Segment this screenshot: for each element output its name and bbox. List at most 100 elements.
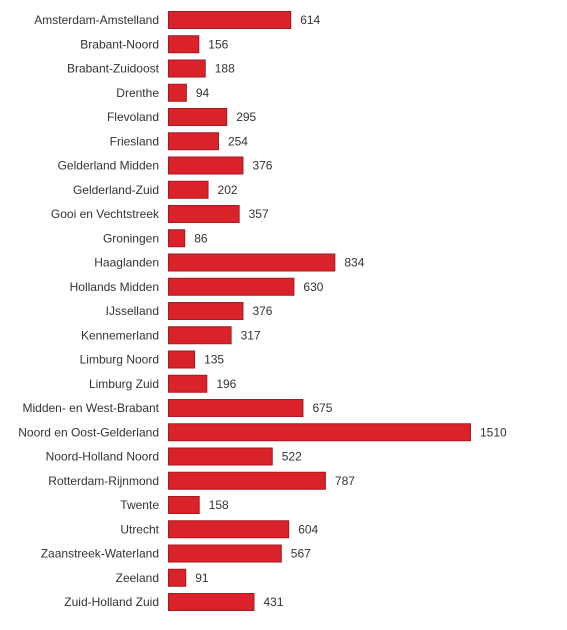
bar <box>168 520 290 539</box>
value-label: 196 <box>216 377 236 391</box>
bar <box>168 496 200 514</box>
value-label: 86 <box>194 231 208 245</box>
bar <box>168 180 209 199</box>
value-label: 156 <box>208 37 228 51</box>
value-label: 188 <box>215 62 235 76</box>
value-label: 376 <box>252 304 272 318</box>
bar <box>168 59 206 78</box>
value-label: 431 <box>263 595 283 609</box>
value-label: 295 <box>236 110 256 124</box>
category-label: Limburg Noord <box>80 353 159 367</box>
value-label: 135 <box>204 353 224 367</box>
bar <box>168 447 273 466</box>
bar <box>168 132 219 151</box>
value-label: 567 <box>291 547 311 561</box>
bar-row: Brabant-Zuidoost 188 <box>67 59 235 78</box>
category-label: Twente <box>120 498 159 512</box>
category-label: Friesland <box>110 134 159 148</box>
bar-row: Kennemerland 317 <box>81 326 261 345</box>
bar <box>168 11 292 29</box>
category-label: IJsselland <box>106 304 159 318</box>
bar-row: Groningen 86 <box>103 229 208 248</box>
bar <box>168 108 228 126</box>
category-label: Midden- en West-Brabant <box>22 401 159 415</box>
bar-row: Gelderland-Zuid 202 <box>73 180 238 199</box>
value-label: 357 <box>249 207 269 221</box>
value-label: 604 <box>298 522 318 536</box>
value-label: 254 <box>228 134 248 148</box>
category-label: Noord-Holland Noord <box>46 450 159 464</box>
category-label: Noord en Oost-Gelderland <box>18 425 159 439</box>
value-label: 630 <box>303 280 323 294</box>
bar-row: Hollands Midden 630 <box>70 277 324 296</box>
category-label: Gooi en Vechtstreek <box>51 207 160 221</box>
bar-row: Zeeland 91 <box>116 568 209 587</box>
category-label: Zuid-Holland Zuid <box>64 595 159 609</box>
bar <box>168 83 187 102</box>
bar <box>168 471 326 490</box>
value-label: 787 <box>335 474 355 488</box>
bar <box>168 253 336 272</box>
category-label: Flevoland <box>107 110 159 124</box>
bar-row: Rotterdam-Rijnmond 787 <box>48 471 355 490</box>
bar <box>168 423 471 442</box>
bar-row: Limburg Noord 135 <box>80 350 224 369</box>
bar-row: Zaanstreek-Waterland 567 <box>41 544 311 563</box>
bar-row: IJsselland 376 <box>106 302 273 320</box>
category-label: Rotterdam-Rijnmond <box>48 474 159 488</box>
bar <box>168 229 186 248</box>
category-label: Haaglanden <box>94 256 159 270</box>
bar <box>168 399 304 417</box>
value-label: 158 <box>209 498 229 512</box>
bar <box>168 35 200 54</box>
bar-row: Utrecht 604 <box>120 520 319 539</box>
value-label: 94 <box>196 86 210 100</box>
category-label: Drenthe <box>116 86 159 100</box>
bar-row: Gelderland Midden 376 <box>58 156 273 175</box>
category-label: Limburg Zuid <box>89 377 159 391</box>
bar-row: Brabant-Noord 156 <box>80 35 229 54</box>
bar <box>168 326 232 345</box>
category-label: Gelderland Midden <box>58 159 159 173</box>
category-label: Brabant-Zuidoost <box>67 62 160 76</box>
value-label: 376 <box>252 159 272 173</box>
bar <box>168 277 295 296</box>
value-label: 1510 <box>480 425 507 439</box>
bar-rows: Amsterdam-Amstelland 614 Brabant-Noord 156 B… <box>18 11 507 611</box>
bar-row: Friesland 254 <box>110 132 248 151</box>
category-label: Kennemerland <box>81 328 159 342</box>
bar-row: Amsterdam-Amstelland 614 <box>34 11 321 29</box>
value-label: 202 <box>218 183 238 197</box>
bar <box>168 156 244 175</box>
value-label: 834 <box>344 256 364 270</box>
bar <box>168 568 187 587</box>
bar <box>168 593 255 611</box>
bar-row: Zuid-Holland Zuid 431 <box>64 593 284 611</box>
value-label: 675 <box>312 401 332 415</box>
category-label: Hollands Midden <box>70 280 159 294</box>
bar-row: Limburg Zuid 196 <box>89 374 237 393</box>
bar-row: Gooi en Vechtstreek 357 <box>51 205 269 223</box>
bar-row: Midden- en West-Brabant 675 <box>22 399 333 417</box>
bar-row: Flevoland 295 <box>107 108 257 126</box>
bar-row: Haaglanden 834 <box>94 253 365 272</box>
category-label: Zeeland <box>116 571 159 585</box>
bar-row: Drenthe 94 <box>116 83 210 102</box>
category-label: Zaanstreek-Waterland <box>41 547 159 561</box>
value-label: 91 <box>195 571 209 585</box>
bar-row: Noord en Oost-Gelderland 1510 <box>18 423 507 442</box>
bar-row: Twente 158 <box>120 496 229 514</box>
value-label: 317 <box>241 328 261 342</box>
category-label: Amsterdam-Amstelland <box>34 13 159 27</box>
category-label: Utrecht <box>120 522 159 536</box>
category-label: Groningen <box>103 231 159 245</box>
value-label: 614 <box>300 13 320 27</box>
bar <box>168 544 282 563</box>
bar <box>168 302 244 320</box>
bar <box>168 205 240 223</box>
value-label: 522 <box>282 450 302 464</box>
category-label: Gelderland-Zuid <box>73 183 159 197</box>
bar <box>168 374 208 393</box>
bar-row: Noord-Holland Noord 522 <box>46 447 302 466</box>
